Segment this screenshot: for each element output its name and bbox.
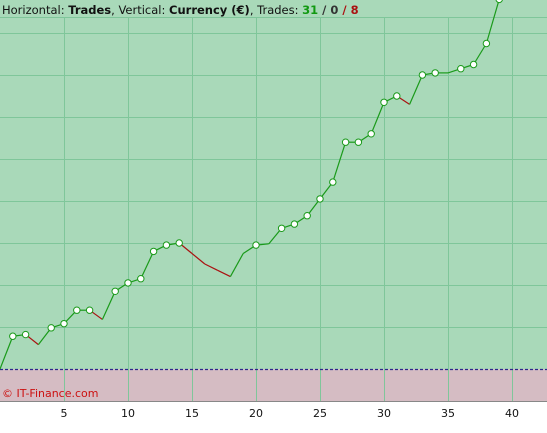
segment-down	[217, 269, 231, 278]
x-tick-label: 40	[505, 407, 519, 420]
trade-marker	[290, 220, 299, 228]
trade-marker	[9, 332, 17, 340]
trade-marker	[73, 306, 81, 314]
trade-markers	[9, 0, 503, 340]
trade-marker	[85, 306, 94, 314]
trades-even-count: 0	[330, 3, 339, 17]
segment-down	[191, 253, 206, 265]
trade-marker	[303, 212, 311, 220]
x-tick-label: 20	[249, 407, 263, 420]
trade-marker	[418, 71, 427, 79]
x-tick-label: 30	[377, 407, 391, 420]
trade-marker	[341, 138, 350, 146]
segment-up	[370, 102, 385, 135]
trade-marker	[393, 92, 401, 100]
segment-up	[101, 291, 116, 320]
trade-marker	[457, 65, 465, 73]
trade-marker	[329, 178, 337, 186]
trade-marker	[175, 239, 183, 247]
x-tick-label: 15	[185, 407, 199, 420]
segment-up	[229, 253, 244, 277]
trade-marker	[149, 247, 158, 256]
horizontal-prefix: Horizontal:	[2, 3, 69, 17]
vertical-value: Currency (€)	[169, 3, 250, 17]
trade-marker	[354, 138, 363, 146]
trade-marker	[162, 241, 171, 249]
trade-marker	[367, 130, 375, 138]
trade-marker	[482, 39, 491, 48]
segment-up	[409, 74, 423, 105]
segment-up	[332, 142, 347, 183]
horizontal-value: Trades	[68, 3, 112, 17]
segment-up	[0, 336, 14, 370]
copyright-label: © IT-Finance.com	[2, 387, 99, 400]
trade-marker	[21, 330, 30, 339]
x-axis-background	[0, 401, 547, 433]
trades-loss-count: 8	[350, 3, 359, 17]
segment-up	[140, 251, 155, 279]
trade-marker	[252, 241, 260, 249]
trade-marker	[277, 224, 286, 233]
trades-sep-1: /	[318, 3, 331, 17]
x-tick-label: 10	[121, 407, 135, 420]
trade-marker	[111, 287, 119, 295]
trades-win-count: 31	[302, 3, 319, 17]
segment-up	[473, 43, 487, 65]
trades-sep-2: /	[338, 3, 351, 17]
trades-prefix: , Trades:	[249, 3, 303, 17]
grid	[0, 17, 547, 401]
chart-header: Horizontal: Trades, Vertical: Currency (…	[2, 3, 359, 17]
trade-marker	[495, 0, 503, 4]
x-tick-label: 25	[313, 407, 327, 420]
trade-marker	[316, 195, 324, 203]
x-tick-label: 35	[441, 407, 455, 420]
trade-marker	[431, 69, 439, 77]
trade-marker	[124, 279, 132, 287]
vertical-prefix: , Vertical:	[111, 3, 170, 17]
trade-marker	[137, 275, 145, 283]
segment-up	[485, 0, 500, 44]
loss-area	[0, 369, 547, 401]
segment-down	[204, 263, 218, 271]
x-axis: 5 10 15 20 25 30 35 40	[0, 401, 547, 420]
trade-marker	[469, 60, 478, 69]
x-tick-label: 5	[61, 407, 68, 420]
profit-area	[0, 0, 547, 369]
trade-marker	[380, 98, 388, 107]
trade-marker	[47, 324, 55, 332]
trade-marker	[60, 319, 68, 328]
